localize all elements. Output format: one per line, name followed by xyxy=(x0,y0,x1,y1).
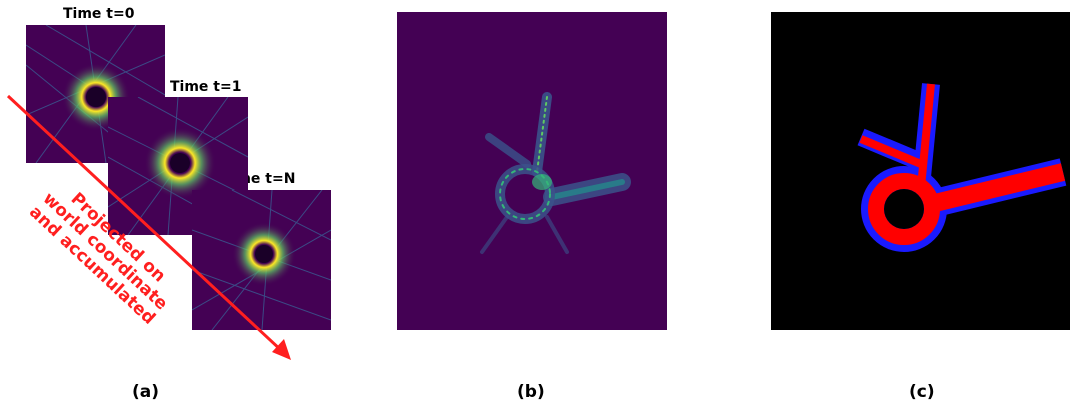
time-label-t1: Time t=1 xyxy=(170,79,242,95)
lidar-frame-t0 xyxy=(26,25,165,163)
accumulated-map xyxy=(397,12,667,330)
lidar-frame-tn xyxy=(192,190,331,330)
caption-b: (b) xyxy=(517,382,545,402)
time-label-t0: Time t=0 xyxy=(63,6,135,22)
projection-arrow xyxy=(6,94,291,360)
caption-c: (c) xyxy=(909,382,935,402)
road-mask xyxy=(771,12,1070,330)
caption-a: (a) xyxy=(132,382,160,402)
